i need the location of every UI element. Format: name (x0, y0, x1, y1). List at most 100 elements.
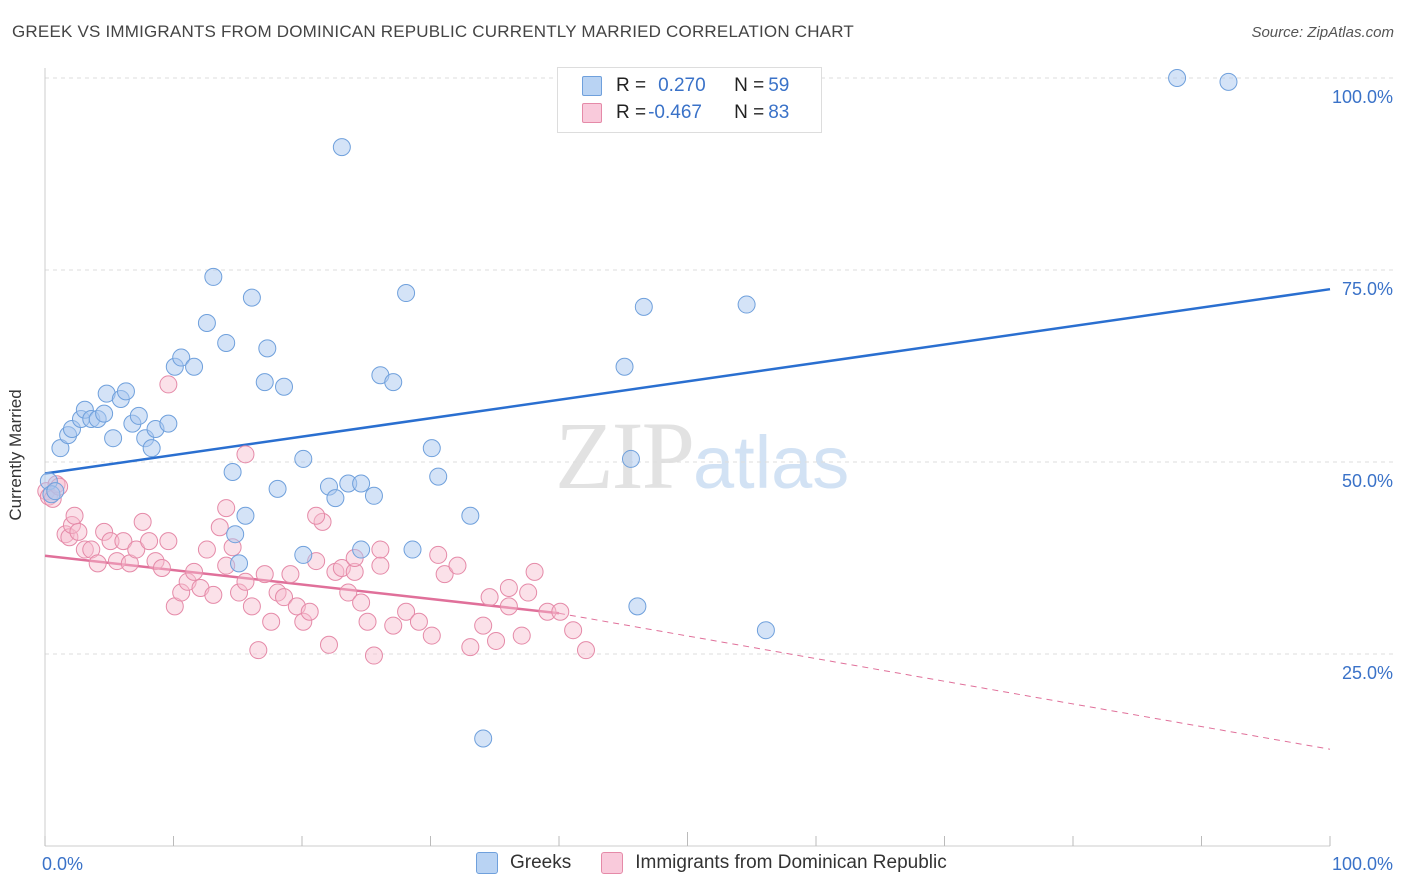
legend-item-greeks: Greeks (476, 852, 571, 874)
data-point-greeks (294, 449, 313, 468)
legend-r-value: -0.467 (648, 102, 702, 123)
legend-swatch-dominican (601, 852, 624, 874)
legend-item-dominican: Immigrants from Dominican Republic (601, 852, 947, 874)
data-point-dominican (95, 522, 114, 541)
data-point-dominican (268, 583, 287, 602)
data-point-dominican (409, 612, 428, 631)
data-point-dominican (499, 597, 518, 616)
data-point-greeks (403, 540, 422, 559)
data-point-greeks (474, 729, 493, 748)
x-tick-label: 100.0% (1332, 854, 1393, 874)
data-point-dominican (262, 612, 281, 631)
data-point-dominican (255, 565, 274, 584)
data-point-dominican (197, 540, 216, 559)
data-point-greeks (142, 439, 161, 458)
data-point-greeks (628, 597, 647, 616)
data-point-dominican (75, 540, 94, 559)
data-point-dominican (564, 621, 583, 640)
data-point-dominican (364, 646, 383, 665)
legend-r-label: R = (616, 102, 647, 123)
data-point-greeks (159, 414, 178, 433)
legend-n-label: N = (734, 102, 765, 123)
data-point-greeks (172, 348, 191, 367)
data-point-dominican (519, 583, 538, 602)
data-points (37, 69, 1238, 748)
data-point-greeks (275, 377, 294, 396)
data-point-dominican (114, 532, 133, 551)
data-point-greeks (461, 506, 480, 525)
data-point-dominican (204, 585, 223, 604)
data-point-greeks (258, 339, 277, 358)
y-tick-label: 25.0% (1342, 663, 1393, 683)
data-point-greeks (129, 406, 148, 425)
legend-swatch-dominican (582, 103, 602, 123)
data-point-dominican (461, 638, 480, 657)
data-point-dominican (352, 593, 371, 612)
data-point-dominican (384, 616, 403, 635)
grid-lines (45, 77, 1395, 655)
data-point-dominican (281, 565, 300, 584)
data-point-dominican (152, 558, 171, 577)
data-point-dominican (300, 602, 319, 621)
legend-row-greeks: R = 0.270 N = 59 (582, 75, 789, 97)
data-point-greeks (294, 545, 313, 564)
correlation-legend: R = 0.270 N = 59 R = -0.467 N = 83 (557, 67, 822, 133)
data-point-dominican (345, 562, 364, 581)
data-point-dominican (307, 506, 326, 525)
data-point-dominican (371, 540, 390, 559)
data-point-dominican (230, 583, 249, 602)
data-point-greeks (104, 429, 123, 448)
data-point-greeks (95, 404, 114, 423)
data-point-greeks (737, 295, 756, 314)
data-point-greeks (352, 474, 371, 493)
data-point-dominican (319, 635, 338, 654)
data-point-greeks (615, 357, 634, 376)
data-point-greeks (364, 486, 383, 505)
y-tick-label: 100.0% (1332, 87, 1393, 107)
data-point-greeks (326, 489, 345, 508)
data-point-dominican (65, 506, 84, 525)
trend-lines (44, 287, 1331, 750)
data-point-dominican (538, 602, 557, 621)
data-point-dominican (480, 588, 499, 607)
legend-n-label: N = (734, 75, 765, 96)
data-point-dominican (487, 631, 506, 650)
data-point-dominican (146, 552, 165, 571)
data-point-greeks (756, 621, 775, 640)
data-point-dominican (210, 518, 229, 537)
legend-n-value: 83 (768, 102, 790, 123)
data-point-dominican (133, 512, 152, 531)
source-note: Source: ZipAtlas.com (1251, 24, 1394, 41)
data-point-greeks (634, 297, 653, 316)
data-point-dominican (69, 522, 88, 541)
tick-labels: 25.0% 50.0% 75.0% 100.0% 0.0% 100.0% (42, 87, 1393, 874)
legend-label-dominican: Immigrants from Dominican Republic (635, 852, 947, 873)
data-point-dominican (88, 554, 107, 573)
trend-line-dominican-extension (558, 612, 1331, 750)
data-point-dominican (576, 641, 595, 660)
data-point-dominican (159, 532, 178, 551)
y-tick-label: 50.0% (1342, 471, 1393, 491)
data-point-dominican (249, 641, 268, 660)
data-point-dominican (397, 602, 416, 621)
data-point-greeks (185, 357, 204, 376)
legend-r-label: R = (616, 75, 647, 96)
data-point-greeks (352, 540, 371, 559)
data-point-greeks (204, 267, 223, 286)
trend-line-dominican (44, 554, 560, 615)
data-point-dominican (185, 562, 204, 581)
chart-title: GREEK VS IMMIGRANTS FROM DOMINICAN REPUB… (12, 22, 854, 41)
data-point-dominican (236, 572, 255, 591)
legend-n-value: 59 (768, 75, 790, 96)
data-point-greeks (255, 373, 274, 392)
data-point-greeks (1219, 72, 1238, 91)
data-point-dominican (159, 375, 178, 394)
data-point-greeks (217, 333, 236, 352)
axes (44, 68, 1331, 847)
data-point-greeks (226, 525, 245, 544)
data-point-greeks (397, 284, 416, 303)
data-point-dominican (435, 565, 454, 584)
data-point-greeks (429, 467, 448, 486)
data-point-dominican (172, 583, 191, 602)
